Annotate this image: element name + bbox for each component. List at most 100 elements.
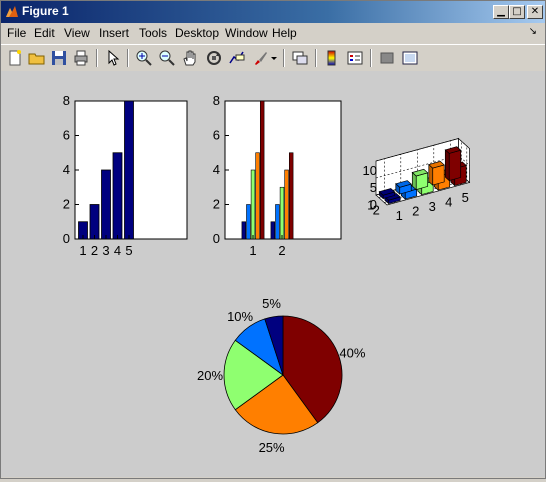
toolbar-separator: [370, 49, 372, 67]
axes-3-xtick-label: 5: [462, 190, 469, 205]
colorbar-icon[interactable]: [323, 49, 341, 67]
toolbar-separator: [96, 49, 98, 67]
menu-desktop[interactable]: Desktop: [175, 26, 220, 40]
brush-icon[interactable]: [251, 49, 269, 67]
axes-3-grid-line: [375, 138, 470, 162]
axes-3-ztick-label: 5: [370, 180, 377, 195]
maximize-button[interactable]: □: [509, 5, 525, 19]
axes-1-bar: [112, 152, 123, 240]
pan-hand-icon[interactable]: [181, 49, 199, 67]
print-icon[interactable]: [72, 49, 90, 67]
toolbar-separator: [315, 49, 317, 67]
axes-3-xtick-label: 1: [396, 208, 403, 223]
toolbar-separator: [127, 49, 129, 67]
window-title: Figure 1: [22, 4, 69, 18]
legend-icon[interactable]: [346, 49, 364, 67]
axes-1-ytick-label: 6: [63, 128, 70, 143]
pie-slice: [223, 339, 284, 411]
axes-2-bar: [275, 204, 280, 240]
axes-3-ytick-label: 2: [373, 203, 380, 218]
axes-2-bar: [284, 169, 289, 240]
zoom-in-icon[interactable]: [135, 49, 153, 67]
pointer-icon[interactable]: [104, 49, 122, 67]
save-icon[interactable]: [50, 49, 68, 67]
axes-3-bar-top: [444, 146, 462, 154]
menu-help[interactable]: Help: [272, 26, 297, 40]
axes-2-bar: [279, 186, 285, 240]
close-icon: ✕: [530, 6, 540, 17]
minimize-button[interactable]: ▁: [493, 5, 509, 19]
axes-3-bar-side: [444, 149, 450, 182]
menu-insert[interactable]: Insert: [99, 26, 130, 40]
axes-1-ytick-label: 2: [63, 197, 70, 212]
axes-2-ytick-label: 4: [213, 162, 220, 177]
menu-edit[interactable]: Edit: [34, 26, 55, 40]
menu-bar: File Edit View Insert Tools Desktop Wind…: [1, 23, 545, 43]
axes-1-bar: [89, 204, 100, 240]
axes-2-ytick-label: 6: [213, 128, 220, 143]
pie-slice: [234, 374, 319, 435]
axes-3-bar-top: [395, 180, 412, 188]
axes-2-ytick-label: 2: [213, 197, 220, 212]
axes-3-ztick-label: 10: [363, 163, 377, 178]
axes-1-ytick-label: 4: [63, 162, 70, 177]
pie-slice-label: 10%: [227, 309, 253, 324]
menu-view[interactable]: View: [64, 26, 90, 40]
axes-2-xtick-label: 1: [249, 243, 256, 258]
axes-1-bar: [101, 169, 111, 240]
minimize-icon: ▁: [497, 6, 505, 17]
axes-3-ztick-label: 0: [370, 197, 377, 212]
pie-slice-label: 5%: [262, 296, 281, 311]
new-file-icon[interactable]: [6, 49, 24, 67]
pie-slice-label: 25%: [259, 440, 285, 455]
menu-window[interactable]: Window: [225, 26, 268, 40]
close-button[interactable]: ✕: [527, 5, 543, 19]
axes-2-bar: [255, 152, 260, 240]
axes-3-bar-top: [378, 188, 396, 196]
axes-3-bar-top: [428, 161, 445, 169]
pie-slice-label: 20%: [197, 368, 223, 383]
axes-1-xtick-label: 2: [91, 243, 98, 258]
dropdown-arrow-icon[interactable]: [270, 49, 278, 67]
axes-3-bar-front: [448, 149, 462, 182]
hide-tools-icon[interactable]: [378, 49, 396, 67]
axes-2-bar: [270, 221, 275, 240]
maximize-icon: □: [512, 6, 522, 17]
menu-tools[interactable]: Tools: [139, 26, 168, 40]
open-folder-icon[interactable]: [28, 49, 46, 67]
axes-2-bar: [246, 204, 251, 240]
axes-1-xtick-label: 3: [102, 243, 109, 258]
zoom-out-icon[interactable]: [158, 49, 176, 67]
axes-1-xtick-label: 1: [79, 243, 86, 258]
matlab-icon: [6, 6, 18, 17]
toolbar-separator: [283, 49, 285, 67]
axes-3-bar-top: [411, 168, 429, 177]
axes-1-xtick-label: 5: [125, 243, 132, 258]
axes-1-ytick-label: 8: [63, 93, 70, 108]
axes-1-bar: [124, 100, 134, 240]
axes-2-bar: [259, 100, 265, 240]
title-bar[interactable]: Figure 1 ▁ □ ✕: [1, 1, 545, 23]
toolbar: [1, 44, 545, 72]
rotate-3d-icon[interactable]: [205, 49, 223, 67]
menu-file[interactable]: File: [7, 26, 27, 40]
axes-2-bar: [288, 152, 294, 240]
link-plot-icon[interactable]: [291, 49, 309, 67]
axes-2-bar: [241, 221, 246, 240]
data-cursor-icon[interactable]: [228, 49, 246, 67]
axes-3-ytick-label: 1: [367, 198, 374, 213]
axes-2-bar: [250, 169, 256, 240]
menu-dock-arrow-icon[interactable]: ↘: [528, 26, 537, 37]
axes-2-ytick-label: 8: [213, 93, 220, 108]
axes-2-ytick-label: 0: [213, 231, 220, 246]
axes-1-xtick-label: 4: [114, 243, 121, 258]
axes-1-ytick-label: 0: [63, 231, 70, 246]
axes-3-xtick-label: 2: [412, 203, 419, 218]
show-tools-icon[interactable]: [401, 49, 419, 67]
pie-slice: [282, 315, 343, 424]
figure-canvas: 0 2 4 6 8 1 2 3 4 5 0 2 4 6 8 1 2 0 5 10 1 2 3 4 5 1 2 40% 25% 20% 10%…: [1, 71, 545, 477]
axes-3-xtick-label: 3: [429, 199, 436, 214]
pie-slice-label: 40%: [339, 345, 365, 360]
